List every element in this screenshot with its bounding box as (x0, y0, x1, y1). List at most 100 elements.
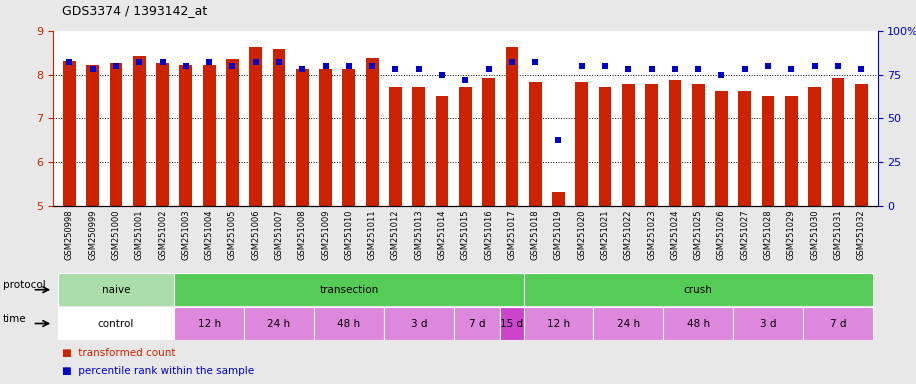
Text: GSM251009: GSM251009 (322, 210, 330, 260)
Bar (202, 65, 215, 206)
Text: GSM251024: GSM251024 (671, 210, 680, 260)
Point (225, 63, 240, 69)
Bar (524, 273, 873, 306)
Text: 15 d: 15 d (500, 318, 523, 329)
Bar (715, 91, 728, 206)
Point (85, 66, 100, 73)
Text: GSM251020: GSM251020 (577, 210, 586, 260)
Text: GSM251026: GSM251026 (717, 210, 726, 260)
Bar (692, 84, 704, 206)
Bar (384, 307, 453, 340)
Text: GSM251003: GSM251003 (181, 210, 191, 260)
Bar (156, 63, 169, 206)
Bar (599, 87, 612, 206)
Text: GSM251016: GSM251016 (485, 210, 493, 260)
Bar (506, 47, 518, 206)
Text: GSM250999: GSM250999 (88, 210, 97, 260)
Text: GSM251013: GSM251013 (414, 210, 423, 260)
Bar (453, 307, 500, 340)
Text: GSM251006: GSM251006 (251, 210, 260, 260)
Text: GSM251005: GSM251005 (228, 210, 237, 260)
Point (202, 59, 216, 65)
Text: GSM251008: GSM251008 (298, 210, 307, 260)
Text: GSM251019: GSM251019 (554, 210, 563, 260)
Text: 48 h: 48 h (687, 318, 710, 329)
Bar (669, 80, 682, 206)
Text: 48 h: 48 h (337, 318, 361, 329)
Point (807, 63, 822, 69)
Bar (622, 84, 635, 206)
Text: GSM251023: GSM251023 (647, 210, 656, 260)
Point (179, 63, 193, 69)
Point (481, 66, 496, 73)
Text: GSM251007: GSM251007 (275, 210, 284, 260)
Bar (389, 87, 402, 206)
Text: ■  transformed count: ■ transformed count (62, 348, 176, 358)
Bar (785, 96, 798, 206)
Text: GSM251011: GSM251011 (367, 210, 376, 260)
Bar (832, 78, 845, 206)
Bar (482, 78, 495, 206)
Bar (436, 96, 449, 206)
Text: GSM251004: GSM251004 (204, 210, 213, 260)
Point (784, 66, 799, 73)
Bar (174, 307, 244, 340)
Point (505, 59, 519, 65)
Point (598, 63, 613, 69)
Bar (314, 307, 384, 340)
Text: GSM251021: GSM251021 (601, 210, 609, 260)
Bar (808, 87, 821, 206)
Bar (459, 87, 472, 206)
Point (132, 59, 147, 65)
Bar (575, 83, 588, 206)
Point (295, 66, 310, 73)
Point (831, 63, 845, 69)
Bar (180, 65, 192, 206)
Bar (226, 59, 239, 206)
Point (318, 63, 333, 69)
Point (342, 63, 356, 69)
Point (621, 66, 636, 73)
Text: 3 d: 3 d (760, 318, 777, 329)
Text: GSM251000: GSM251000 (112, 210, 121, 260)
Point (62, 59, 77, 65)
Bar (244, 307, 314, 340)
Point (737, 66, 752, 73)
Bar (174, 273, 524, 306)
Bar (343, 70, 355, 206)
Point (411, 66, 426, 73)
Text: GSM251014: GSM251014 (438, 210, 446, 260)
Text: 7 d: 7 d (469, 318, 485, 329)
Point (388, 66, 403, 73)
Text: GSM251018: GSM251018 (530, 210, 540, 260)
Bar (86, 65, 99, 206)
Bar (500, 307, 524, 340)
Bar (58, 273, 174, 306)
Text: GSM251010: GSM251010 (344, 210, 354, 260)
Bar (645, 84, 658, 206)
Text: GSM251028: GSM251028 (764, 210, 772, 260)
Point (668, 66, 682, 73)
Point (714, 71, 729, 78)
Bar (319, 70, 332, 206)
Bar (133, 56, 146, 206)
Point (691, 66, 705, 73)
Text: GSM251029: GSM251029 (787, 210, 796, 260)
Point (109, 63, 124, 69)
Point (761, 63, 776, 69)
Text: naive: naive (102, 285, 130, 295)
Bar (524, 307, 594, 340)
Text: ■  percentile rank within the sample: ■ percentile rank within the sample (62, 366, 255, 376)
Text: 24 h: 24 h (616, 318, 640, 329)
Point (644, 66, 659, 73)
Text: GSM251022: GSM251022 (624, 210, 633, 260)
Text: GSM251015: GSM251015 (461, 210, 470, 260)
Text: GSM251012: GSM251012 (391, 210, 400, 260)
Text: crush: crush (683, 285, 713, 295)
Point (458, 77, 473, 83)
Point (365, 63, 379, 69)
Point (574, 63, 589, 69)
Point (854, 66, 868, 73)
Text: GSM251025: GSM251025 (693, 210, 703, 260)
Bar (594, 307, 663, 340)
